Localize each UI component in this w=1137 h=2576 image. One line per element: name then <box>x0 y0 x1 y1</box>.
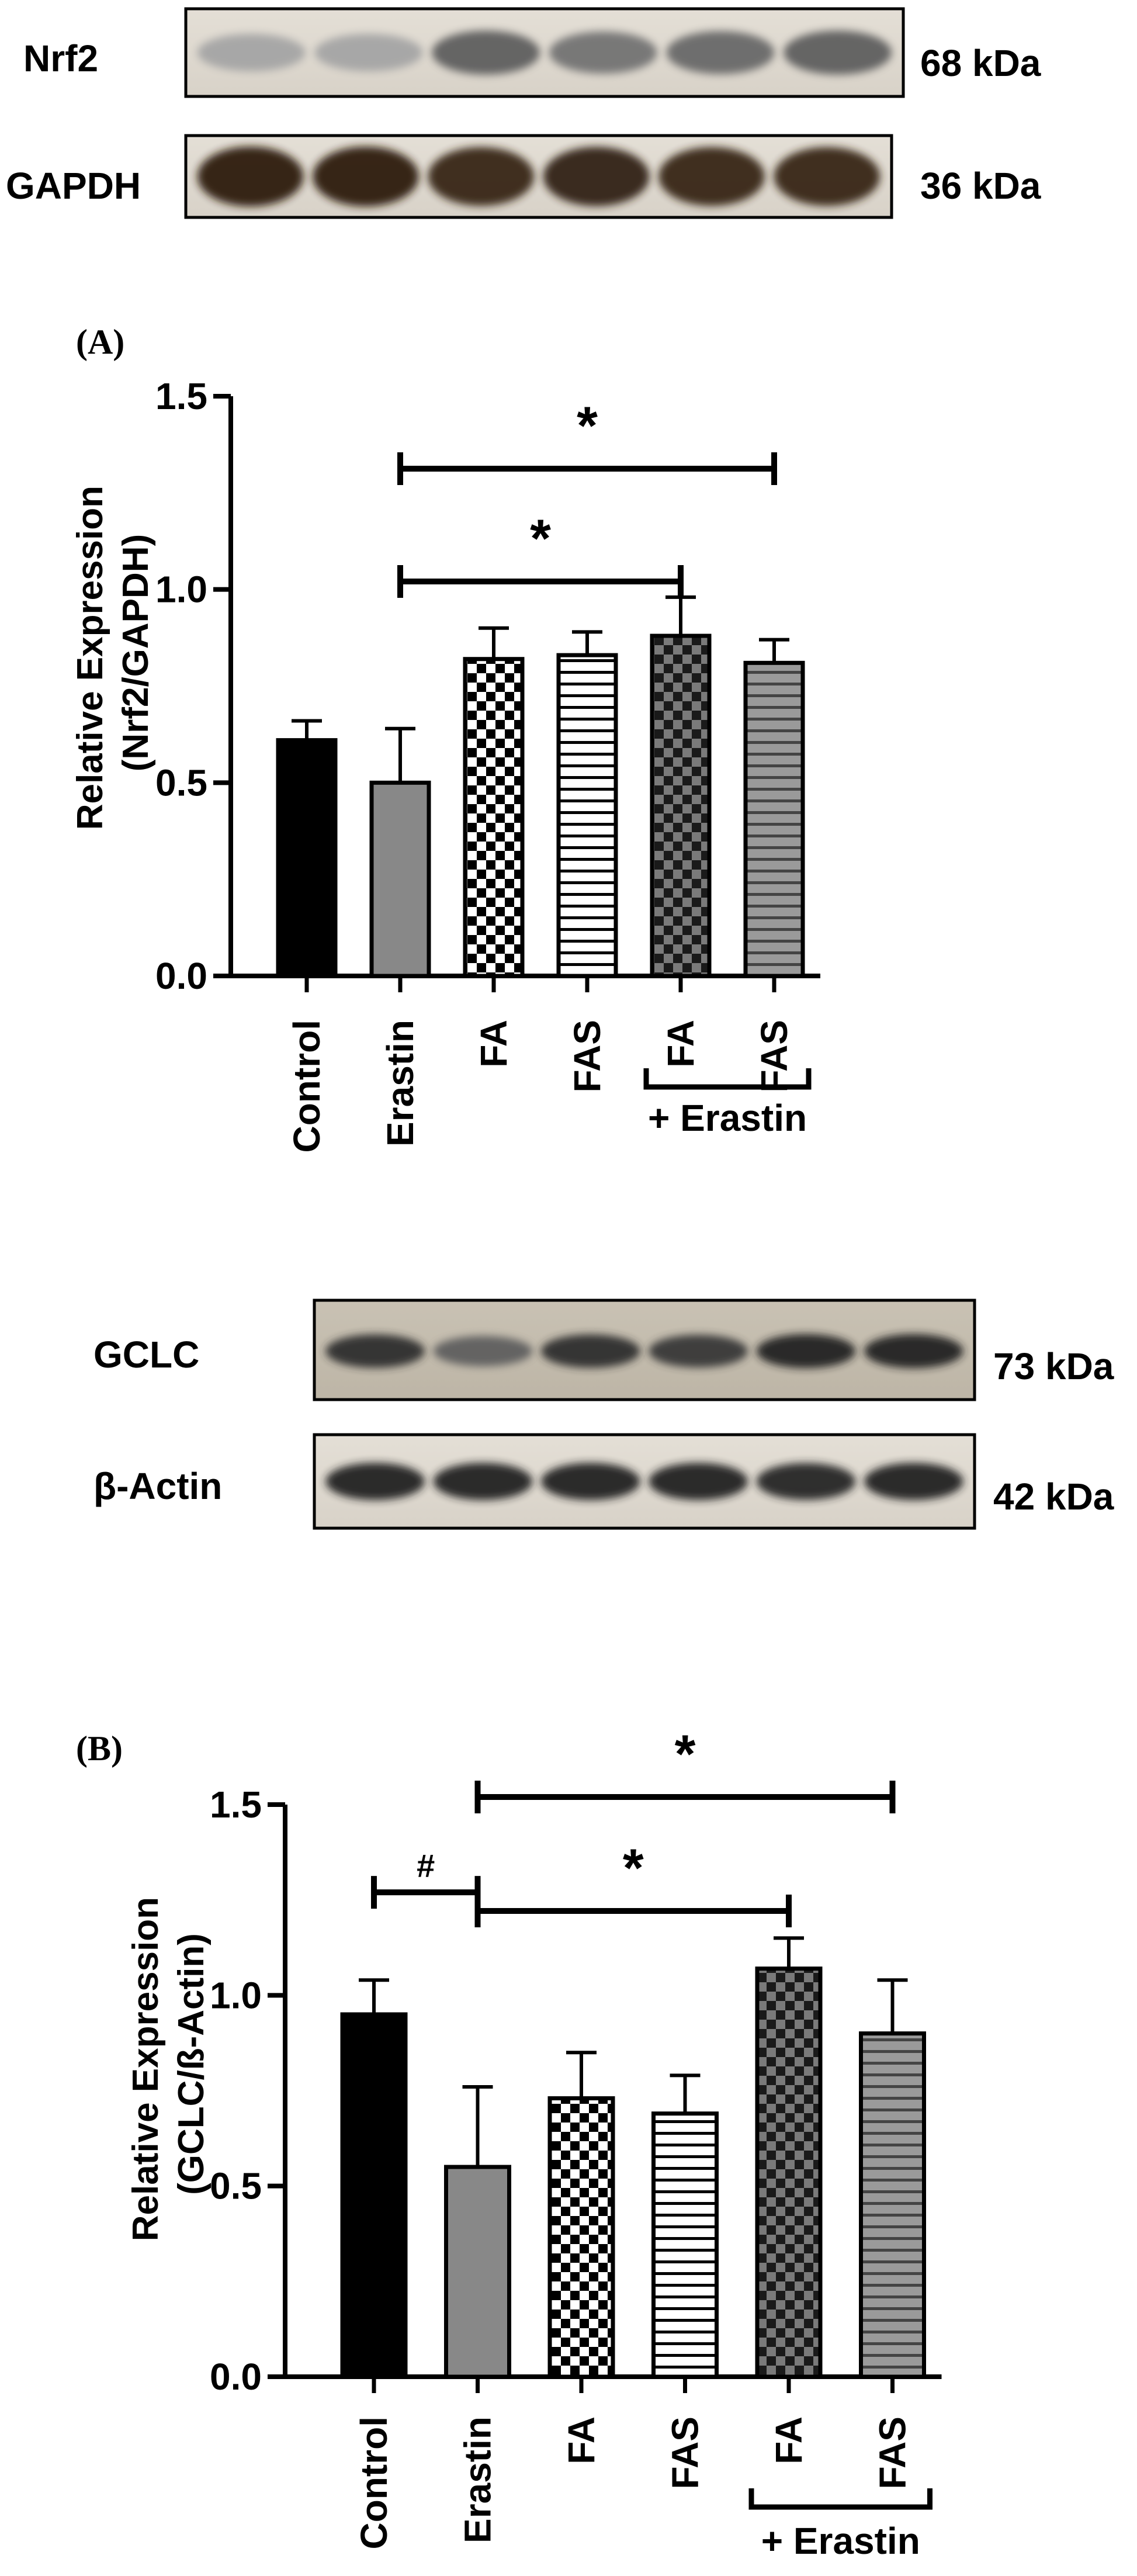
significance-label: # <box>417 1847 435 1884</box>
blot-band <box>541 1463 640 1500</box>
y-tick-label: 1.0 <box>210 1974 262 2016</box>
significance-label: * <box>675 1725 696 1784</box>
bar <box>369 780 431 978</box>
significance-label: * <box>530 509 551 569</box>
blot-row-label-gapdh: GAPDH <box>6 165 141 207</box>
gel-strip-nrf2 <box>184 7 905 98</box>
x-tick-label: FA <box>768 2416 810 2464</box>
blot-band <box>541 1334 640 1368</box>
y-tick-label: 0.5 <box>155 761 207 804</box>
blot-band <box>756 1334 856 1369</box>
significance-a: ** <box>397 396 777 598</box>
x-tick-label: Control <box>353 2416 395 2550</box>
x-tick-label: FA <box>660 1020 702 1068</box>
blot-band <box>658 147 765 206</box>
group-bracket <box>748 2488 933 2510</box>
y-axis-label-a-line2: (Nrf2/GAPDH) <box>116 534 156 771</box>
bands-gapdh <box>197 146 881 207</box>
bar <box>651 2111 719 2379</box>
bar <box>276 738 338 978</box>
blot-row-label-gclc: GCLC <box>93 1334 199 1376</box>
blot-band <box>313 146 419 207</box>
x-tick-label: Control <box>286 1020 328 1153</box>
x-tick-label: FA <box>560 2416 602 2464</box>
blot-band <box>666 31 775 74</box>
blot-size-nrf2: 68 kDa <box>920 42 1041 84</box>
bands-actin <box>325 1463 963 1500</box>
bar <box>340 2012 408 2379</box>
significance-b: # * * <box>371 1725 896 1927</box>
y-tick-label: 0.5 <box>210 2165 262 2207</box>
x-tick-label: FAS <box>664 2416 706 2489</box>
blot-row-label-nrf2: Nrf2 <box>23 37 98 79</box>
panel-label-b: (B) <box>76 1729 123 1768</box>
y-axis-label-b-line2: (GCLC/ß-Actin) <box>171 1933 212 2195</box>
x-tick-label: FAS <box>566 1020 608 1092</box>
blot-size-gclc: 73 kDa <box>993 1345 1114 1387</box>
blot-band <box>197 146 304 207</box>
blot-band <box>433 1463 533 1500</box>
panel-label-a: (A) <box>76 323 124 361</box>
chart-gclc: (B) Relative Expression (GCLC/ß-Actin) 0… <box>76 1725 942 2562</box>
blot-band <box>432 30 540 75</box>
x-tick-label: FAS <box>872 2416 914 2489</box>
blot-band <box>543 147 650 206</box>
blot-band <box>756 1463 856 1500</box>
blot-band <box>428 147 535 206</box>
blot-band <box>197 34 306 71</box>
bar <box>755 1966 823 2379</box>
blot-band <box>549 32 657 74</box>
blot-band <box>314 34 423 71</box>
blot-band <box>325 1463 425 1500</box>
blot-gclc-actin: GCLC 73 kDa β-Actin 42 kDa <box>93 1299 1114 1530</box>
y-axis-label-a-line1: Relative Expression <box>70 486 110 830</box>
y-axis-label-b: Relative Expression (GCLC/ß-Actin) <box>126 1887 212 2242</box>
x-tick-label: FAS <box>753 1020 795 1092</box>
bar <box>859 2031 926 2379</box>
blot-band <box>649 1334 748 1368</box>
x-tick-labels-a: Control Erastin FA FAS FA FAS + Erastin <box>286 1020 812 1153</box>
group-label: + Erastin <box>648 1097 807 1139</box>
blot-nrf2-gapdh: Nrf2 68 kDa GAPDH 36 kDa <box>6 7 1041 219</box>
y-tick-label: 0.0 <box>210 2356 262 2398</box>
blot-size-gapdh: 36 kDa <box>920 165 1041 207</box>
bar <box>444 2165 511 2379</box>
significance-label: * <box>623 1838 644 1898</box>
blot-band <box>649 1463 748 1500</box>
significance-label: * <box>577 396 598 456</box>
blot-band <box>784 30 892 75</box>
bands-nrf2 <box>197 30 892 75</box>
bar <box>556 653 618 978</box>
bar <box>463 657 525 978</box>
chart-nrf2: (A) Relative Expression (Nrf2/GAPDH) 0.0… <box>70 323 820 1153</box>
y-axis-label-b-line1: Relative Expression <box>126 1897 166 2241</box>
x-tick-label: Erastin <box>457 2416 499 2543</box>
blot-band <box>433 1336 533 1366</box>
blot-size-actin: 42 kDa <box>993 1476 1114 1518</box>
bar <box>650 633 712 978</box>
blot-band <box>864 1463 963 1500</box>
y-axis-label-a: Relative Expression (Nrf2/GAPDH) <box>70 476 156 830</box>
y-tick-label: 1.5 <box>210 1784 262 1826</box>
x-tick-label: FA <box>473 1020 515 1068</box>
y-tick-label: 1.0 <box>155 569 207 611</box>
bar <box>743 660 805 978</box>
x-tick-label: Erastin <box>379 1020 421 1147</box>
blot-band <box>325 1334 425 1368</box>
y-tick-label: 1.5 <box>155 375 207 417</box>
group-label: + Erastin <box>761 2520 920 2562</box>
bars-a <box>276 595 805 978</box>
blot-band <box>864 1334 963 1369</box>
blot-band <box>774 147 881 206</box>
y-tick-label: 0.0 <box>155 955 207 997</box>
bars-b <box>340 1936 926 2379</box>
bands-gclc <box>325 1334 963 1369</box>
group-bracket <box>643 1068 812 1090</box>
bar <box>547 2096 615 2379</box>
x-tick-labels-b: Control Erastin FA FAS FA FAS + Erastin <box>353 2416 933 2562</box>
blot-row-label-actin: β-Actin <box>93 1465 222 1507</box>
